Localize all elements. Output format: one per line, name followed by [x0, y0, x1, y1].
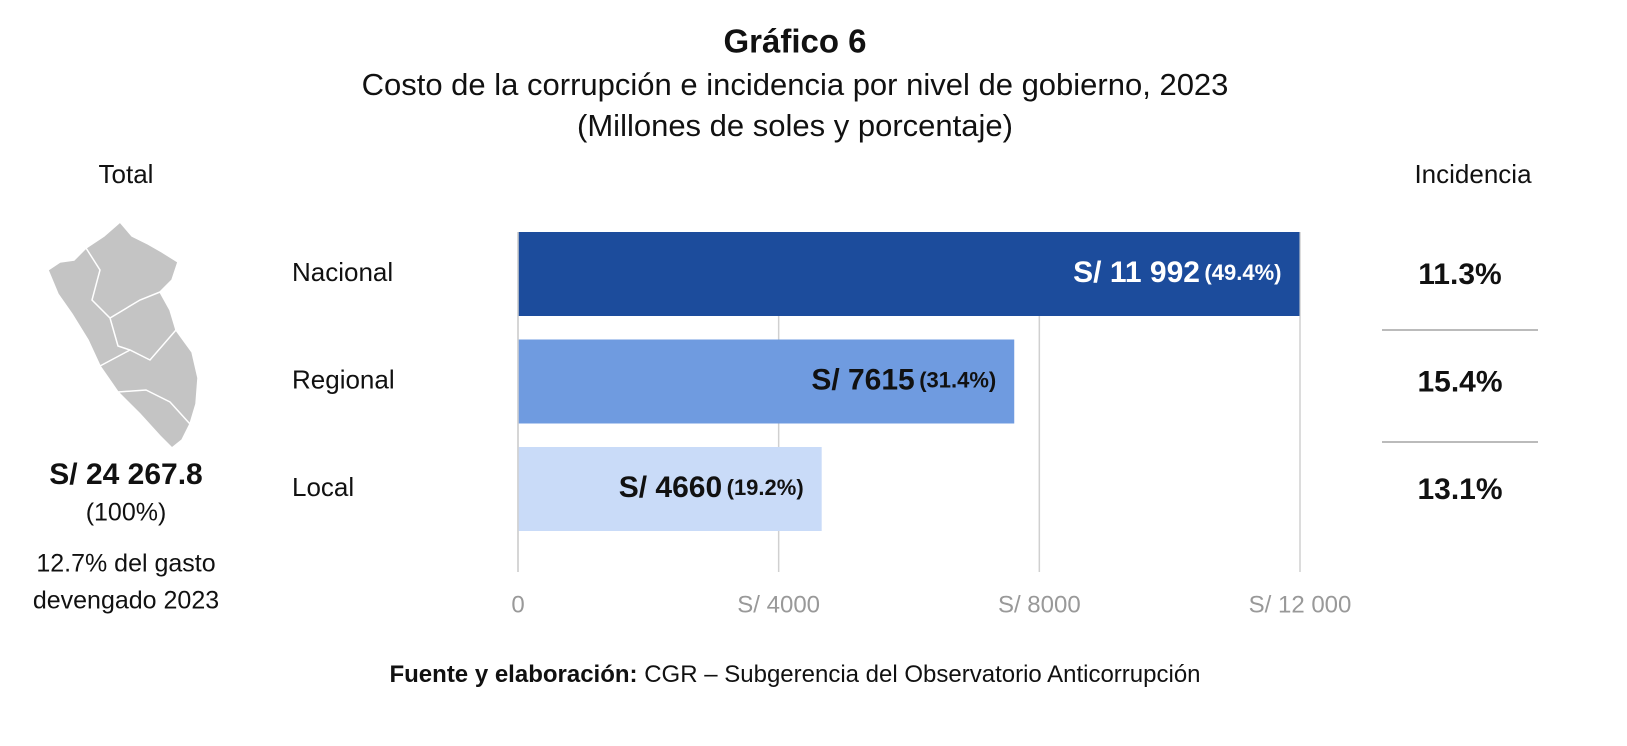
units-note: (Millones de soles y porcentaje) [577, 108, 1013, 143]
total-amount: S/ 24 267.8 [49, 458, 202, 491]
bar [518, 339, 1015, 424]
share-label: (19.2%) [727, 475, 804, 500]
x-tick-label: S/ 12 000 [1249, 591, 1352, 618]
x-tick-label: S/ 4000 [737, 591, 820, 618]
share-label: (49.4%) [1204, 260, 1281, 285]
x-tick-label: S/ 8000 [998, 591, 1081, 618]
value-label: S/ 7615 [811, 363, 914, 396]
total-note: devengado 2023 [33, 587, 219, 615]
incidence-label: 11.3% [1418, 258, 1501, 291]
value-label: S/ 11 992 [1073, 256, 1200, 289]
incidence-label: 15.4% [1417, 365, 1502, 398]
category-label: Regional [292, 364, 395, 394]
bar [518, 447, 822, 531]
data-label: S/ 7615 (31.4%) [811, 363, 996, 396]
total-note: 12.7% del gasto [36, 550, 215, 578]
source-label: Fuente y elaboración: [389, 661, 637, 688]
total-title: Total [99, 159, 154, 189]
data-label: S/ 11 992 (49.4%) [1073, 256, 1281, 289]
total-share: (100%) [86, 499, 167, 527]
chart-title: Gráfico 6 [723, 23, 866, 60]
source: Fuente y elaboración: CGR – Subgerencia … [389, 661, 1200, 688]
category-label: Local [292, 472, 354, 502]
data-label: S/ 4660 (19.2%) [619, 471, 804, 504]
share-label: (31.4%) [919, 367, 996, 392]
peru-map [47, 220, 199, 450]
x-tick-label: 0 [511, 591, 524, 618]
incidence-title: Incidencia [1414, 159, 1532, 189]
source-text: CGR – Subgerencia del Observatorio Antic… [644, 661, 1200, 688]
category-label: Nacional [292, 257, 393, 287]
value-label: S/ 4660 [619, 471, 722, 504]
incidence-label: 13.1% [1417, 473, 1502, 506]
chart-subtitle: Costo de la corrupción e incidencia por … [362, 67, 1229, 102]
bar [518, 232, 1300, 316]
